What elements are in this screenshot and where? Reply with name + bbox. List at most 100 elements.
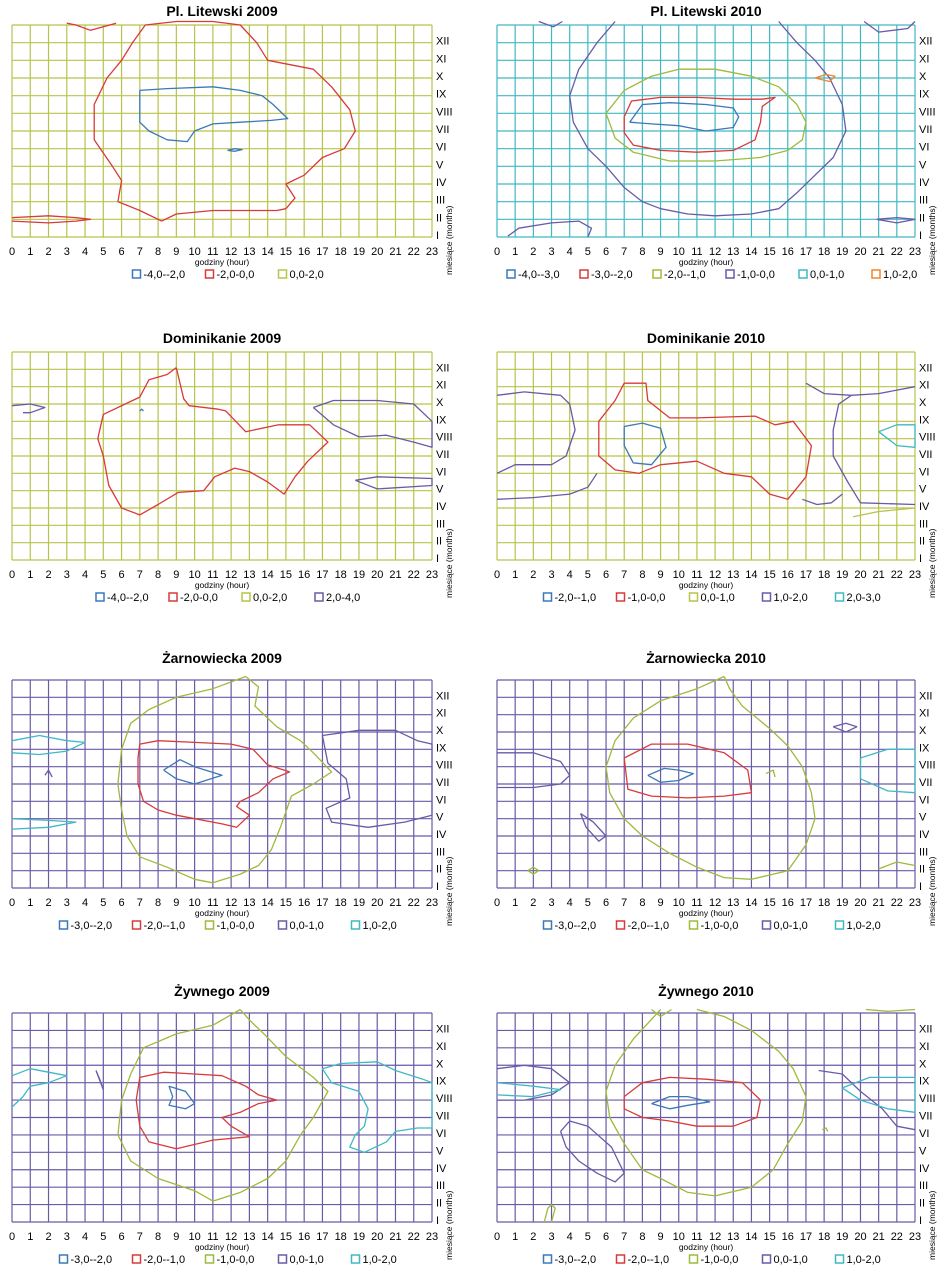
x-tick-label: 9	[173, 897, 179, 909]
y-tick-label: VIII	[919, 106, 936, 118]
x-tick-label: 3	[548, 1231, 554, 1243]
legend-label: -1,0-0,0	[737, 269, 775, 281]
contour-line	[623, 743, 753, 799]
x-tick-label: 6	[603, 1231, 609, 1243]
y-tick-label: V	[919, 1145, 927, 1157]
x-tick-label: 13	[727, 246, 739, 258]
x-tick-label: 7	[621, 1231, 627, 1243]
legend-label: 2,0-4,0	[326, 592, 360, 604]
contour-line	[876, 216, 916, 224]
contour-line	[822, 1127, 829, 1132]
y-tick-label: VIII	[436, 1093, 453, 1105]
x-tick-label: 14	[745, 1231, 757, 1243]
x-tick-label: 6	[119, 897, 125, 909]
y-tick-label: X	[436, 71, 444, 83]
x-tick-label: 2	[530, 1231, 536, 1243]
y-tick-label: VII	[919, 449, 932, 461]
panel-title: Żarnowiecka 2009	[162, 650, 282, 666]
y-tick-label: VI	[919, 142, 929, 154]
legend-label: 0,0-1,0	[774, 920, 808, 932]
x-tick-label: 8	[155, 569, 161, 581]
x-tick-label: 2	[530, 897, 536, 909]
contour-line	[321, 1061, 433, 1153]
legend-label: 0,0-1,0	[810, 269, 844, 281]
contour-line	[137, 740, 291, 828]
contour-line	[97, 367, 329, 516]
y-tick-label: XI	[436, 708, 446, 720]
x-tick-label: 22	[408, 569, 420, 581]
y-axis-label: miesiące (months)	[444, 528, 454, 598]
x-tick-label: 4	[82, 897, 88, 909]
y-tick-label: X	[436, 725, 444, 737]
contour-line	[507, 220, 593, 238]
contour-line	[559, 1120, 625, 1183]
contour-line	[117, 675, 333, 884]
x-tick-label: 23	[426, 246, 438, 258]
y-tick-label: II	[919, 1198, 925, 1210]
legend-swatch	[131, 1254, 142, 1264]
x-axis-label: godziny (hour)	[679, 580, 734, 590]
y-tick-label: I	[436, 881, 439, 893]
y-tick-label: III	[436, 195, 445, 207]
x-tick-label: 13	[727, 897, 739, 909]
x-tick-label: 12	[225, 246, 237, 258]
contour-line	[312, 399, 433, 448]
x-tick-label: 3	[64, 1231, 70, 1243]
legend-swatch	[350, 920, 361, 930]
x-tick-label: 18	[818, 246, 830, 258]
contour-line	[496, 1082, 562, 1098]
y-tick-label: VII	[436, 449, 449, 461]
y-tick-label: VIII	[436, 106, 453, 118]
y-tick-label: I	[919, 1215, 922, 1227]
y-tick-label: II	[436, 536, 442, 548]
x-tick-label: 18	[818, 569, 830, 581]
x-tick-label: 8	[155, 1231, 161, 1243]
x-tick-label: 15	[280, 897, 292, 909]
y-tick-label: V	[436, 1145, 444, 1157]
contour-line	[11, 818, 77, 830]
contour-line	[93, 20, 356, 222]
legend-label: -3,0--2,0	[591, 269, 633, 281]
contour-line	[878, 424, 916, 448]
x-tick-label: 22	[891, 569, 903, 581]
x-tick-label: 23	[426, 1231, 438, 1243]
contour-line	[878, 861, 916, 870]
x-tick-label: 8	[639, 246, 645, 258]
contour-line	[496, 472, 598, 500]
y-tick-label: VI	[919, 794, 929, 806]
x-tick-label: 19	[353, 246, 365, 258]
legend-swatch	[204, 1254, 215, 1264]
x-tick-label: 12	[225, 897, 237, 909]
x-tick-label: 5	[100, 246, 106, 258]
x-tick-label: 18	[335, 897, 347, 909]
x-tick-label: 11	[691, 897, 702, 909]
contour-line	[802, 493, 843, 506]
x-tick-label: 3	[548, 569, 554, 581]
contour-line	[538, 20, 563, 28]
x-tick-label: 4	[567, 1231, 573, 1243]
y-tick-label: VIII	[919, 760, 936, 772]
contour-line	[11, 1068, 68, 1108]
x-tick-label: 10	[673, 1231, 685, 1243]
x-tick-label: 21	[873, 897, 885, 909]
x-tick-label: 5	[585, 569, 591, 581]
x-tick-label: 23	[909, 246, 921, 258]
x-tick-label: 18	[818, 897, 830, 909]
x-axis-label: godziny (hour)	[195, 1242, 250, 1252]
x-tick-label: 12	[709, 897, 721, 909]
legend-label: 0,0-1,0	[774, 1254, 808, 1266]
x-tick-label: 11	[207, 569, 218, 581]
y-tick-label: I	[919, 230, 922, 242]
y-tick-label: X	[919, 397, 927, 409]
legend-label: 0,0-1,0	[290, 1254, 324, 1266]
legend-label: -1,0-0,0	[217, 1254, 255, 1266]
legend-swatch	[725, 269, 735, 279]
contour-line	[863, 20, 916, 33]
y-tick-label: VII	[919, 777, 932, 789]
x-tick-label: 14	[745, 246, 757, 258]
legend-label: -1,0-0,0	[701, 1254, 739, 1266]
